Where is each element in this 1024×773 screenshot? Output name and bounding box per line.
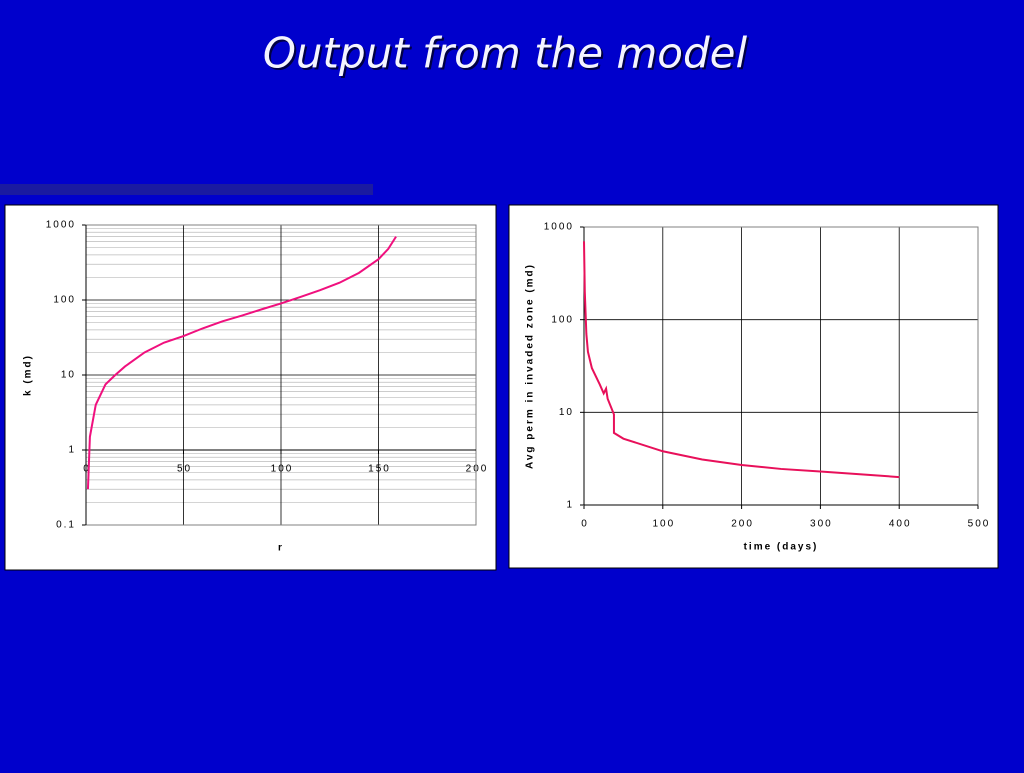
chart-panel: [4, 204, 497, 571]
x-tick-label: 200: [731, 519, 754, 530]
y-tick-label: 100: [551, 314, 574, 325]
x-axis-label: time (days): [744, 542, 819, 553]
y-tick-label: 1: [68, 445, 76, 456]
x-tick-label: 400: [889, 519, 912, 530]
x-tick-label: 500: [968, 519, 991, 530]
y-axis-label: k (md): [23, 354, 34, 396]
x-tick-label: 150: [368, 464, 391, 475]
x-axis-label: r: [278, 543, 284, 554]
x-tick-label: 200: [466, 464, 489, 475]
y-tick-label: 1000: [46, 220, 76, 231]
x-tick-label: 0: [581, 519, 589, 530]
y-tick-label: 100: [53, 295, 76, 306]
decor-bar: [0, 184, 373, 195]
chart-panel: [508, 204, 999, 569]
y-axis-label: Avg perm in invaded zone (md): [525, 263, 536, 469]
y-tick-label: 10: [559, 407, 574, 418]
data-line: [583, 241, 900, 479]
x-tick-label: 300: [810, 519, 833, 530]
x-tick-label: 100: [652, 519, 675, 530]
data-line: [86, 236, 397, 490]
y-tick-label: 1000: [544, 222, 574, 233]
x-tick-label: 100: [271, 464, 294, 475]
y-tick-label: 1: [566, 500, 574, 511]
slide-title: Output from the model: [263, 29, 748, 78]
y-tick-label: 0.1: [56, 520, 76, 531]
x-tick-label: 50: [177, 464, 192, 475]
y-tick-label: 10: [61, 370, 76, 381]
